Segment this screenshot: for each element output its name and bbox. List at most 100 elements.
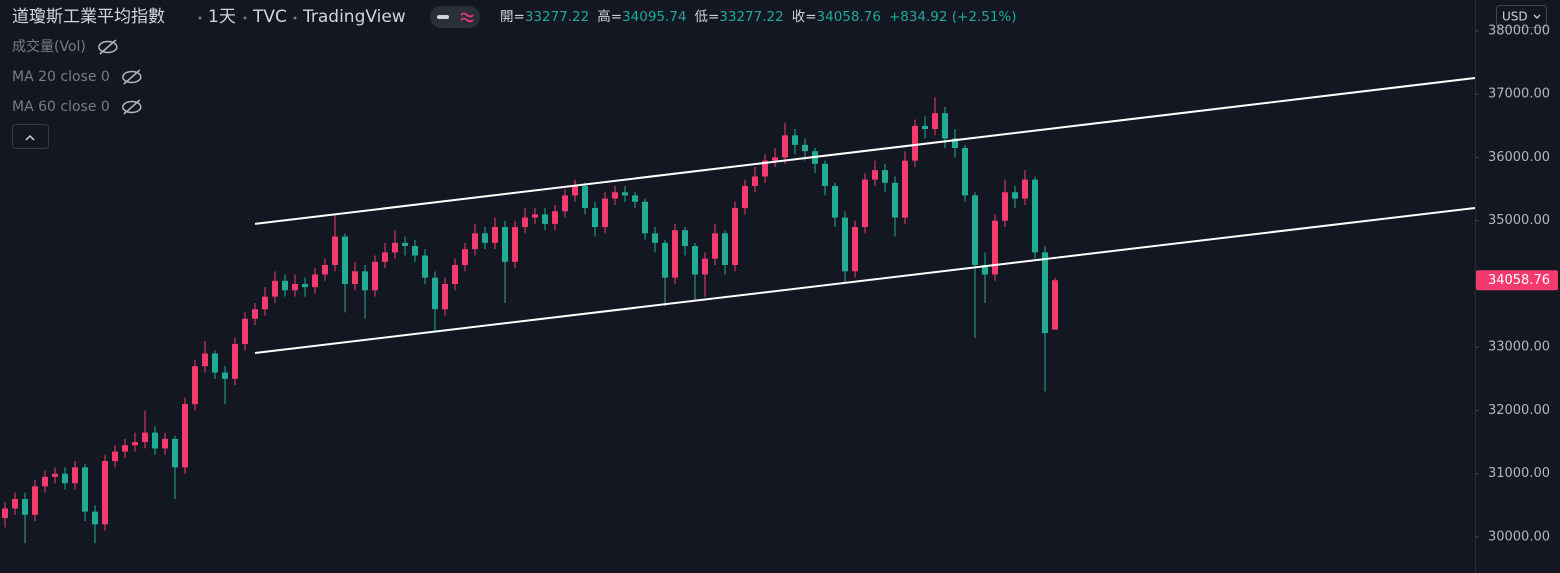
currency: USD — [1502, 10, 1528, 24]
last-price-label: 34058.76 — [1488, 273, 1550, 288]
candle-body — [642, 201, 648, 234]
ohlc-value: 34095.74 — [622, 9, 686, 25]
ohlc-value: 33277.22 — [719, 9, 783, 25]
last-price-marker — [1476, 270, 1558, 291]
candle-body — [492, 227, 498, 243]
candle-body — [842, 217, 848, 272]
ohlc-value: 33277.22 — [525, 9, 589, 25]
candle-body — [702, 258, 708, 275]
candle-body — [632, 195, 638, 202]
candle-body — [252, 309, 258, 319]
candle-body — [972, 195, 978, 265]
candle-body — [262, 296, 268, 310]
currency-button[interactable] — [1496, 5, 1547, 28]
candle-body — [32, 486, 38, 515]
candle-body — [672, 230, 678, 278]
candle-body — [892, 182, 898, 218]
separator — [198, 16, 202, 20]
candle-body — [542, 214, 548, 224]
candle-body — [342, 236, 348, 284]
candle-body — [402, 242, 408, 247]
candle-body — [732, 208, 738, 265]
candle-body — [412, 246, 418, 256]
candle-body — [522, 217, 528, 228]
indicator-label: 成交量(Vol) — [12, 38, 86, 55]
y-tick-label: 38000.00 — [1488, 23, 1550, 38]
candle-body — [432, 277, 438, 310]
candle-body — [352, 271, 358, 284]
candle-body — [192, 366, 198, 405]
candle-body — [682, 230, 688, 247]
collapse-button[interactable] — [12, 124, 49, 149]
candle-body — [462, 249, 468, 265]
hidden-icon — [99, 39, 117, 55]
candle-body — [882, 170, 888, 183]
hidden-icon — [123, 69, 141, 85]
ohlc-label: 開= — [500, 9, 525, 25]
candle-body — [862, 179, 868, 228]
candle-body — [12, 499, 18, 509]
plot — [2, 76, 1476, 544]
candle-body — [42, 476, 48, 487]
candle-body — [752, 176, 758, 186]
candle-body — [52, 473, 58, 477]
toggle-icon — [437, 15, 449, 19]
candle-body — [1002, 192, 1008, 221]
toggle-icon — [460, 12, 474, 23]
candle-body — [762, 160, 768, 177]
interval: 1天 — [208, 7, 236, 27]
toggle-button[interactable] — [430, 6, 480, 28]
candle-body — [222, 372, 228, 379]
candle-body — [792, 135, 798, 145]
hidden-icon — [122, 100, 142, 114]
indicator-label: MA 20 close 0 — [12, 69, 110, 85]
ohlc-value: 34058.76 — [817, 9, 881, 25]
currency-caret — [1533, 14, 1541, 19]
candle-body — [802, 144, 808, 152]
separator — [243, 16, 247, 20]
source: TradingView — [302, 7, 406, 27]
candle-body — [372, 261, 378, 291]
exchange: TVC — [252, 7, 287, 27]
candle-body — [602, 198, 608, 228]
candle-body — [62, 473, 68, 484]
candle-body — [562, 195, 568, 212]
candle-body — [92, 511, 98, 525]
hidden-icon — [123, 99, 141, 115]
y-tick-label: 31000.00 — [1488, 466, 1550, 481]
candle-body — [82, 467, 88, 512]
candle-body — [1012, 192, 1018, 199]
hidden-icon — [122, 70, 142, 84]
candle-body — [622, 192, 628, 196]
candle-body — [212, 353, 218, 373]
candle-body — [272, 280, 278, 297]
trend-line — [254, 76, 1476, 225]
candle-body — [582, 185, 588, 209]
candle-body — [452, 264, 458, 284]
candle-body — [852, 227, 858, 272]
candle-body — [292, 283, 298, 291]
hidden-icon — [98, 40, 118, 54]
candle-body — [142, 432, 148, 443]
candle-body — [1022, 179, 1028, 199]
candle-body — [612, 192, 618, 199]
y-tick-label: 36000.00 — [1488, 150, 1550, 165]
candle-body — [512, 227, 518, 262]
candle-body — [182, 404, 188, 468]
y-tick-label: 37000.00 — [1488, 87, 1550, 102]
candle-body — [692, 246, 698, 275]
y-tick-label: 32000.00 — [1488, 403, 1550, 418]
candle-body — [742, 185, 748, 209]
trend-line — [254, 206, 1476, 354]
candle-body — [392, 242, 398, 253]
candle-body — [722, 233, 728, 265]
candle-body — [322, 264, 328, 275]
candle-body — [932, 113, 938, 130]
candle-body — [122, 445, 128, 452]
candle-body — [162, 438, 168, 449]
candle-body — [202, 353, 208, 367]
candle-body — [592, 208, 598, 228]
candle-body — [872, 170, 878, 180]
